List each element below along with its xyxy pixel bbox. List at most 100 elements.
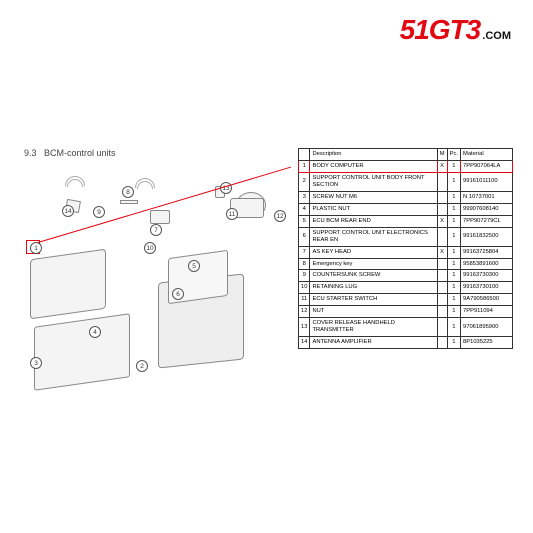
table-cell: 1 [447, 294, 460, 306]
table-cell: 1 [447, 258, 460, 270]
table-cell: 1 [447, 306, 460, 318]
table-cell [437, 203, 447, 215]
table-cell: 7PP907279CL [461, 215, 513, 227]
part-body-computer [30, 249, 106, 320]
table-row: 8Emergency key195853891600 [299, 258, 513, 270]
section-number: 9.3 [24, 148, 37, 158]
table-cell: NUT [310, 306, 437, 318]
table-row: 13COVER RELEASE HANDHELD TRANSMITTER 1970… [299, 318, 513, 337]
bom-table: Description M Pc. Material 1BODY COMPUTE… [298, 148, 513, 349]
col-number [299, 149, 310, 161]
table-cell: 99163730300 [461, 270, 513, 282]
callout-bubble: 14 [62, 205, 74, 217]
table-cell [437, 270, 447, 282]
table-cell [437, 337, 447, 349]
table-cell: 2 [299, 172, 310, 191]
col-m: M [437, 149, 447, 161]
callout-bubble: 9 [93, 206, 105, 218]
table-cell: SCREW NUT M6 [310, 191, 437, 203]
table-cell: 1 [447, 337, 460, 349]
table-row: 1BODY COMPUTERX17PP907064LA [299, 160, 513, 172]
table-cell: 12 [299, 306, 310, 318]
table-row: 10RETAINING LUG199163730100 [299, 282, 513, 294]
signal-icon [135, 178, 157, 192]
callout-bubble: 1 [30, 242, 42, 254]
table-cell: 95853891600 [461, 258, 513, 270]
table-cell: COUNTERSUNK SCREW [310, 270, 437, 282]
callout-bubble: 10 [144, 242, 156, 254]
callout-bubble: 5 [188, 260, 200, 272]
table-cell: 10 [299, 282, 310, 294]
table-cell: 1 [447, 246, 460, 258]
table-cell: 1 [447, 318, 460, 337]
table-cell: 9A790586500 [461, 294, 513, 306]
table-cell: 1 [299, 160, 310, 172]
exploded-diagram: 1234567891011121314 [20, 170, 290, 430]
callout-bubble: 12 [274, 210, 286, 222]
table-cell [437, 172, 447, 191]
table-row: 3SCREW NUT M6 1N 10737001 [299, 191, 513, 203]
table-cell: 7PP907064LA [461, 160, 513, 172]
table-cell [437, 258, 447, 270]
table-row: 2SUPPORT CONTROL UNIT BODY FRONT SECTION… [299, 172, 513, 191]
table-cell: 8P1035225 [461, 337, 513, 349]
table-cell: 8 [299, 258, 310, 270]
table-cell: 14 [299, 337, 310, 349]
table-cell [437, 306, 447, 318]
signal-icon [65, 176, 87, 190]
table-row: 12NUT17PP911094 [299, 306, 513, 318]
table-row: 14ANTENNA AMPLIFIER 18P1035225 [299, 337, 513, 349]
table-cell: 99163730100 [461, 282, 513, 294]
logo-suffix: .COM [482, 30, 511, 42]
table-cell: SUPPORT CONTROL UNIT BODY FRONT SECTION [310, 172, 437, 191]
part-emergency-key [120, 200, 138, 204]
table-cell: ANTENNA AMPLIFIER [310, 337, 437, 349]
table-row: 7AS KEY HEADX199163725804 [299, 246, 513, 258]
callout-bubble: 8 [122, 186, 134, 198]
table-cell: 1 [447, 160, 460, 172]
table-cell: ECU STARTER SWITCH [310, 294, 437, 306]
table-cell: X [437, 160, 447, 172]
table-cell: 1 [447, 191, 460, 203]
callout-bubble: 11 [226, 208, 238, 220]
table-cell: 1 [447, 270, 460, 282]
table-cell: 7 [299, 246, 310, 258]
brand-logo: 51GT3 .COM [400, 14, 511, 46]
table-row: 9COUNTERSUNK SCREW199163730300 [299, 270, 513, 282]
callout-bubble: 7 [150, 224, 162, 236]
part-support-front [34, 313, 130, 390]
table-row: 6SUPPORT CONTROL UNIT ELECTRONICS REAR E… [299, 227, 513, 246]
table-cell: 13 [299, 318, 310, 337]
table-cell [437, 318, 447, 337]
callout-bubble: 6 [172, 288, 184, 300]
table-cell: COVER RELEASE HANDHELD TRANSMITTER [310, 318, 437, 337]
table-cell: N 10737001 [461, 191, 513, 203]
table-cell: X [437, 246, 447, 258]
parts-table: Description M Pc. Material 1BODY COMPUTE… [298, 148, 513, 349]
table-cell: 99907608140 [461, 203, 513, 215]
logo-main: 51GT3 [400, 14, 481, 46]
table-cell: PLASTIC NUT [310, 203, 437, 215]
table-cell: ECU BCM REAR END [310, 215, 437, 227]
table-cell [437, 294, 447, 306]
table-cell: 1 [447, 172, 460, 191]
table-row: 4PLASTIC NUT199907608140 [299, 203, 513, 215]
table-cell: 97061895900 [461, 318, 513, 337]
table-row: 5ECU BCM REAR ENDX17PP907279CL [299, 215, 513, 227]
table-cell: 3 [299, 191, 310, 203]
callout-bubble: 3 [30, 357, 42, 369]
table-cell: 99163725804 [461, 246, 513, 258]
table-cell: BODY COMPUTER [310, 160, 437, 172]
table-cell: 1 [447, 282, 460, 294]
table-cell [437, 227, 447, 246]
table-cell: 6 [299, 227, 310, 246]
col-description: Description [310, 149, 437, 161]
table-cell: X [437, 215, 447, 227]
table-cell: 1 [447, 227, 460, 246]
table-cell: 99161832500 [461, 227, 513, 246]
table-cell: 99161011100 [461, 172, 513, 191]
table-header-row: Description M Pc. Material [299, 149, 513, 161]
col-material: Material [461, 149, 513, 161]
table-row: 11ECU STARTER SWITCH19A790586500 [299, 294, 513, 306]
table-cell: 5 [299, 215, 310, 227]
